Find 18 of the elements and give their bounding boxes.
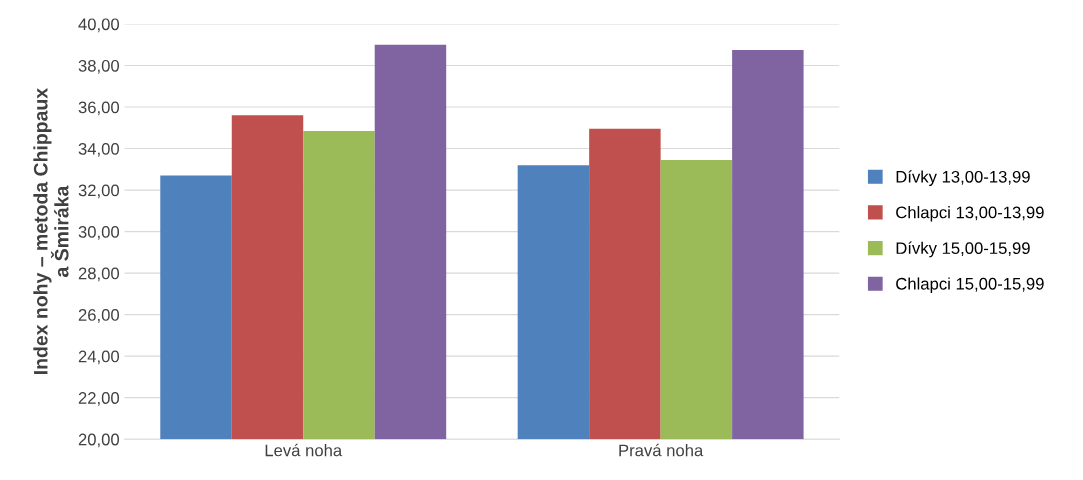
y-tick-label: 32,00 <box>78 184 120 199</box>
y-tick-label: 30,00 <box>78 226 120 240</box>
legend-label: Chlapci 13,00-13,99 <box>896 206 1044 222</box>
y-tick-label: 20,00 <box>78 433 120 448</box>
x-tick-label: Levá noha <box>265 443 343 457</box>
x-tick-label: Pravá noha <box>619 443 704 457</box>
y-tick-label: 28,00 <box>78 267 120 282</box>
legend-label: Chlapci 15,00-15,99 <box>896 277 1044 293</box>
y-tick-label: 38,00 <box>78 59 120 74</box>
y-tick-label: 40,00 <box>78 18 120 33</box>
y-tick-label: 24,00 <box>78 350 120 365</box>
y-tick-label: 36,00 <box>78 101 120 116</box>
legend-label: Dívky 15,00-15,99 <box>896 241 1030 258</box>
legend-label: Dívky 13,00-13,99 <box>896 170 1030 186</box>
y-tick-label: 26,00 <box>78 309 120 323</box>
y-axis-title: Index nohy – metoda Chippaux a Šmiráka <box>33 88 69 374</box>
y-tick-label: 22,00 <box>78 392 120 406</box>
y-tick-label: 34,00 <box>78 142 120 157</box>
